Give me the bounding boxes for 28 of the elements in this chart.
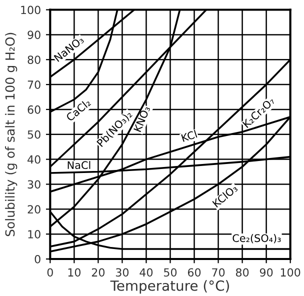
x-tick-label: 80 <box>236 268 249 277</box>
y-tick-label: 40 <box>28 155 40 164</box>
text: KNO₃ <box>133 106 150 132</box>
y-tick-label: 50 <box>28 130 40 139</box>
x-tick-label: 20 <box>92 268 105 277</box>
x-tick-label: 0 <box>47 268 53 277</box>
y-tick-label: 80 <box>28 56 40 64</box>
x-tick-label: 30 <box>116 268 129 277</box>
x-tick-label: 70 <box>212 268 225 277</box>
x-tick-label: 50 <box>164 268 177 277</box>
y-tick-label: 70 <box>28 80 40 89</box>
y-tick-label: 20 <box>28 205 40 214</box>
y-tick-label: 60 <box>28 105 40 114</box>
y-tick-label: 90 <box>28 30 40 40</box>
x-tick-label: 60 <box>188 268 201 277</box>
y-axis-title: Solubility (g of salt in 100 g H₂O) <box>5 32 18 236</box>
x-tick-label: 100 <box>280 268 300 277</box>
text: KCl <box>181 130 198 142</box>
y-tick-label: 100 <box>21 6 40 14</box>
x-tick-label: 40 <box>140 268 153 277</box>
x-tick-label: 90 <box>260 268 273 277</box>
x-tick-label: 10 <box>68 268 81 277</box>
series-label: Ce₂(SO₄)₃ <box>232 234 281 244</box>
y-tick-label: 10 <box>28 230 40 238</box>
y-tick-label: 30 <box>28 180 40 189</box>
y-tick-label: 0 <box>34 254 40 264</box>
series-label: NaCl <box>68 160 90 170</box>
x-axis-title: Temperature (°C) <box>110 280 229 294</box>
